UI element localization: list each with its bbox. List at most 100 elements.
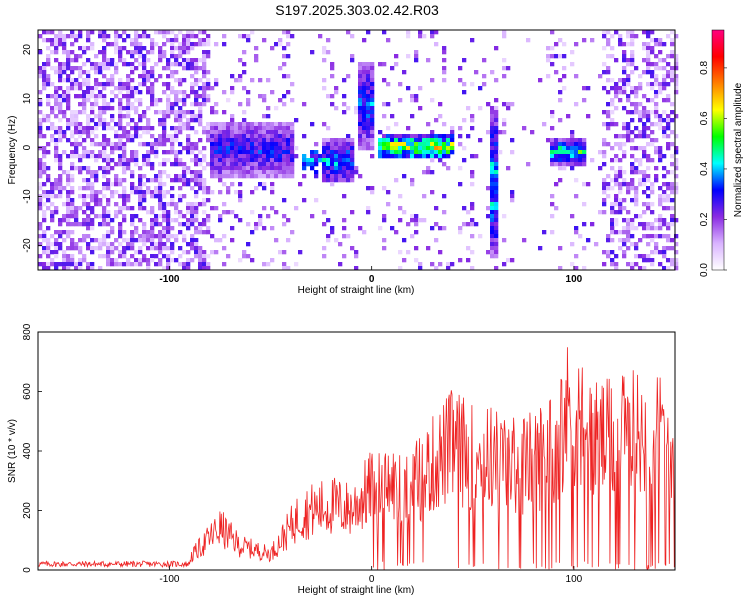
spectrogram-cell — [42, 194, 47, 199]
spectrogram-cell — [666, 70, 671, 75]
spectrogram-cell — [346, 174, 351, 179]
spectrogram-cell — [130, 94, 135, 99]
spectrogram-cell — [218, 218, 223, 223]
spectrogram-cell — [342, 174, 347, 179]
spectrogram-cell — [346, 166, 351, 171]
spectrogram-cell — [86, 34, 91, 39]
spectrogram-cell — [354, 110, 359, 115]
spectrogram-cell — [86, 182, 91, 187]
spectrogram-cell — [194, 66, 199, 71]
spectrogram-cell — [218, 214, 223, 219]
spectrogram-cell — [186, 30, 191, 35]
spectrogram-cell — [242, 110, 247, 115]
spectrogram-cell — [90, 262, 95, 267]
spectrogram-cell — [234, 78, 239, 83]
spectrogram-cell — [322, 162, 327, 167]
spectrogram-cell — [618, 210, 623, 215]
spectrogram-cell — [366, 66, 371, 71]
spectrogram-cell — [490, 250, 495, 255]
spectrogram-cell — [646, 206, 651, 211]
spectrogram-cell — [130, 238, 135, 243]
spectrogram-cell — [194, 230, 199, 235]
spectrogram-cell — [174, 118, 179, 123]
spectrogram-cell — [634, 34, 639, 39]
spectrogram-cell — [178, 50, 183, 55]
spectrogram-cell — [358, 90, 363, 95]
spectrogram-cell — [90, 186, 95, 191]
spectrogram-cell — [494, 222, 499, 227]
spectrogram-cell — [582, 86, 587, 91]
spectrogram-cell — [170, 250, 175, 255]
spectrogram-cell — [126, 34, 131, 39]
spectrogram-cell — [650, 258, 655, 263]
spectrogram-cell — [190, 82, 195, 87]
spectrogram-cell — [634, 198, 639, 203]
spectrogram-cell — [242, 86, 247, 91]
spectrogram-cell — [254, 186, 259, 191]
spectrogram-cell — [394, 62, 399, 67]
spectrogram-cell — [630, 38, 635, 43]
spectrogram-cell — [218, 138, 223, 143]
spectrogram-cell — [110, 62, 115, 67]
spectrogram-cell — [346, 234, 351, 239]
spectrogram-cell — [330, 102, 335, 107]
spectrogram-cell — [246, 222, 251, 227]
spectrogram-cell — [50, 182, 55, 187]
spectrogram-cell — [550, 162, 555, 167]
spectrogram-cell — [630, 154, 635, 159]
spectrogram-cell — [426, 150, 431, 155]
spectrogram-cell — [146, 142, 151, 147]
spectrogram-cell — [238, 218, 243, 223]
spectrogram-cell — [430, 130, 435, 135]
spectrogram-cell — [198, 58, 203, 63]
spectrogram-cell — [626, 238, 631, 243]
spectrogram-cell — [234, 170, 239, 175]
spectrogram-cell — [254, 138, 259, 143]
spectrogram-cell — [626, 110, 631, 115]
spectrogram-cell — [254, 154, 259, 159]
spectrogram-cell — [274, 122, 279, 127]
spectrogram-cell — [202, 146, 207, 151]
spectrogram-cell — [150, 82, 155, 87]
spectrogram-cell — [98, 238, 103, 243]
spectrogram-cell — [130, 158, 135, 163]
spectrogram-cell — [606, 102, 611, 107]
spectrogram-cell — [142, 234, 147, 239]
spectrogram-cell — [286, 142, 291, 147]
spectrogram-cell — [242, 34, 247, 39]
spectrogram-cell — [62, 90, 67, 95]
spectrogram-cell — [578, 146, 583, 151]
spectrogram-cell — [618, 198, 623, 203]
spectrogram-cell — [178, 46, 183, 51]
spectrogram-cell — [202, 158, 207, 163]
spectrogram-cell — [258, 94, 263, 99]
spectrogram-cell — [190, 42, 195, 47]
spectrogram-cell — [162, 110, 167, 115]
spectrogram-cell — [362, 94, 367, 99]
spectrogram-cell — [78, 194, 83, 199]
spectrogram-cell — [674, 158, 679, 163]
spectrogram-cell — [254, 158, 259, 163]
spectrogram-cell — [250, 166, 255, 171]
spectrogram-cell — [154, 78, 159, 83]
spectrogram-cell — [434, 118, 439, 123]
spectrogram-cell — [74, 86, 79, 91]
spectrogram-cell — [46, 102, 51, 107]
spectrogram-cell — [118, 222, 123, 227]
spectrogram-cell — [470, 182, 475, 187]
spectrogram-cell — [458, 66, 463, 71]
spectrogram-cell — [290, 134, 295, 139]
spectrogram-cell — [166, 266, 171, 271]
spectrogram-cell — [574, 226, 579, 231]
spectrogram-cell — [146, 122, 151, 127]
spectrogram-cell — [650, 50, 655, 55]
spectrogram-cell — [602, 250, 607, 255]
spectrogram-cell — [198, 150, 203, 155]
spectrogram-cell — [114, 262, 119, 267]
spectrogram-cell — [310, 158, 315, 163]
spectrogram-cell — [54, 66, 59, 71]
spectrogram-cell — [470, 170, 475, 175]
spectrogram-cell — [238, 258, 243, 263]
spectrogram-cell — [646, 222, 651, 227]
spectrogram-cell — [62, 98, 67, 103]
